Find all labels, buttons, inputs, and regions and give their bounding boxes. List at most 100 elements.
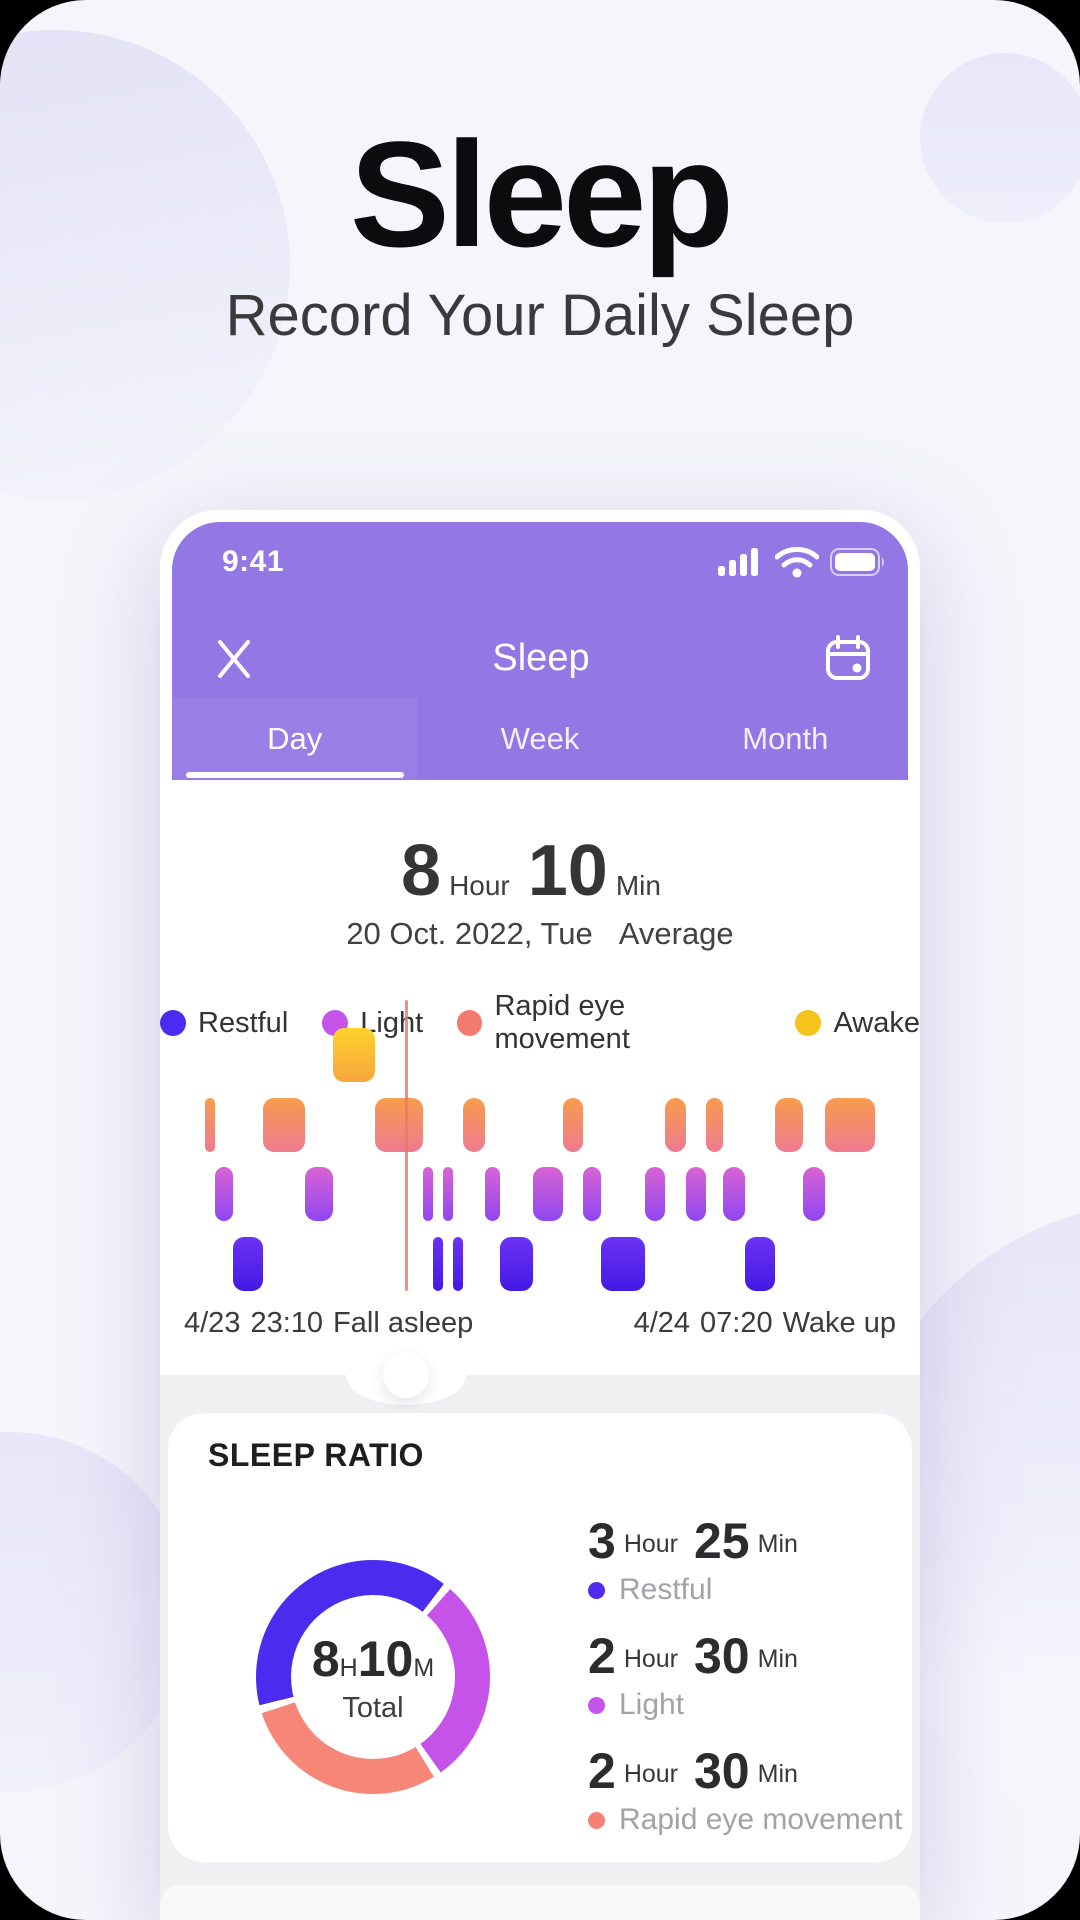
stage-segment-rem	[665, 1098, 687, 1152]
sleep-ratio-donut: 8H10M Total	[256, 1560, 490, 1794]
close-button[interactable]	[208, 632, 260, 684]
duration-hours: 8	[401, 831, 442, 911]
total-hours-unit: H	[339, 1653, 358, 1682]
stat-block: 2 Hour 30 Min Rapid eye movement	[588, 1743, 902, 1837]
stage-segment-light	[442, 1167, 453, 1221]
status-bar: 9:41	[172, 522, 908, 578]
stage-segment-rem	[375, 1098, 423, 1152]
legend-dot	[160, 1010, 186, 1036]
stage-segment-light	[304, 1167, 333, 1221]
sleep-ratio-title: SLEEP RATIO	[208, 1437, 424, 1473]
legend-item: Restful	[160, 1007, 288, 1040]
wifi-icon	[775, 547, 819, 578]
cellular-signal-icon	[718, 548, 758, 576]
stage-segment-awake	[332, 1028, 376, 1082]
stage-segment-rem	[706, 1098, 723, 1152]
active-tab-underline	[186, 772, 405, 778]
date-line: 20 Oct. 2022, Tue Average	[160, 916, 920, 952]
stat-value: 2 Hour 30 Min	[588, 1628, 798, 1684]
tab-week[interactable]: Week	[500, 721, 580, 756]
fall-asleep-time: 23:10	[250, 1307, 324, 1339]
stage-segment-light	[215, 1167, 234, 1221]
total-minutes: 10	[357, 1630, 414, 1687]
stage-segment-rem	[263, 1098, 305, 1152]
stage-segment-light	[803, 1167, 825, 1221]
average-label: Average	[618, 916, 734, 951]
wake-up-label: 4/24 07:20 Wake up	[624, 1307, 896, 1340]
stat-value: 3 Hour 25 Min	[588, 1513, 798, 1569]
stat-label-text: Restful	[619, 1573, 713, 1606]
legend-label: Awake	[833, 1006, 920, 1039]
stage-segment-rem	[562, 1098, 583, 1152]
close-icon	[218, 640, 250, 678]
legend-item: Awake	[795, 1007, 920, 1040]
stage-segment-light	[422, 1167, 433, 1221]
background-blob-top-right	[920, 53, 1080, 223]
donut-center: 8H10M Total	[291, 1595, 455, 1759]
sleep-ratio-card: SLEEP RATIO 8H10M Total 3 Hour 25 Min Restfu…	[168, 1413, 912, 1862]
stat-bullet	[588, 1581, 605, 1599]
duration-minutes: 10	[527, 831, 608, 911]
stat-label-text: Light	[619, 1688, 685, 1721]
sleep-duration: 8 Hour 10 Min	[160, 780, 920, 912]
donut-total-value: 8H10M	[312, 1630, 434, 1688]
tab-day[interactable]: Day	[172, 698, 418, 780]
next-card-peek	[160, 1885, 920, 1920]
duration-minutes-unit: Min	[615, 870, 661, 901]
stage-segment-deep	[432, 1237, 443, 1291]
stage-segment-light	[722, 1167, 746, 1221]
time-marker-line[interactable]	[405, 1000, 408, 1291]
nav-title: Sleep	[492, 636, 590, 679]
stage-segment-light	[485, 1167, 500, 1221]
stage-legend: Restful Light Rapid eye movement Awake	[160, 990, 920, 1056]
stat-block: 2 Hour 30 Min Light	[588, 1628, 902, 1722]
day-summary-card: 8 Hour 10 Min 20 Oct. 2022, Tue Average Rest…	[160, 780, 920, 1405]
stage-segment-light	[533, 1167, 563, 1221]
legend-label: Restful	[198, 1006, 289, 1039]
stat-label: Light	[588, 1688, 902, 1722]
nav-bar: Sleep	[172, 618, 908, 698]
legend-dot	[457, 1010, 483, 1036]
ratio-stats: 3 Hour 25 Min Restful 2 Hour 30 Min Light 2 Hour 30 M…	[588, 1513, 902, 1858]
phone-mockup: 9:41	[160, 510, 920, 1920]
stage-segment-deep	[600, 1237, 646, 1291]
status-icons	[718, 546, 886, 578]
total-hours: 8	[311, 1630, 340, 1687]
fall-asleep-text: Fall asleep	[333, 1307, 474, 1339]
wake-up-date: 4/24	[633, 1307, 691, 1339]
calendar-icon	[825, 635, 870, 680]
stage-segment-deep	[233, 1237, 264, 1291]
calendar-button[interactable]	[822, 632, 874, 684]
stage-segment-light	[582, 1167, 601, 1221]
legend-item: Rapid eye movement	[457, 990, 761, 1056]
stage-segment-rem	[205, 1098, 216, 1152]
period-tabs: Day Week Month	[172, 698, 908, 780]
hypnogram-chart[interactable]	[205, 1000, 875, 1291]
legend-label: Rapid eye movement	[494, 990, 630, 1055]
stat-block: 3 Hour 25 Min Restful	[588, 1513, 902, 1607]
stage-segment-light	[645, 1167, 666, 1221]
donut-caption: Total	[342, 1691, 404, 1724]
stage-segment-rem	[775, 1098, 804, 1152]
fall-asleep-label: 4/23 23:10 Fall asleep	[184, 1307, 483, 1340]
hero-section: Sleep Record Your Daily Sleep	[0, 118, 1080, 348]
stat-value: 2 Hour 30 Min	[588, 1743, 798, 1799]
stat-bullet	[588, 1696, 605, 1714]
stat-label: Rapid eye movement	[588, 1803, 902, 1837]
stage-segment-rem	[824, 1098, 875, 1152]
stage-segment-light	[686, 1167, 707, 1221]
wake-up-time: 07:20	[700, 1307, 773, 1339]
scrubber-handle[interactable]	[383, 1352, 429, 1398]
date-text: 20 Oct. 2022, Tue	[346, 916, 593, 951]
page-title: Sleep	[349, 110, 734, 278]
stage-segment-deep	[499, 1237, 534, 1291]
status-time: 9:41	[222, 545, 285, 578]
duration-hours-unit: Hour	[449, 870, 510, 901]
wake-up-text: Wake up	[782, 1307, 896, 1339]
stage-segment-deep	[452, 1237, 463, 1291]
legend-dot	[795, 1010, 822, 1036]
tab-month[interactable]: Month	[742, 721, 829, 756]
stage-segment-deep	[745, 1237, 776, 1291]
stat-label-text: Rapid eye movement	[619, 1803, 903, 1836]
